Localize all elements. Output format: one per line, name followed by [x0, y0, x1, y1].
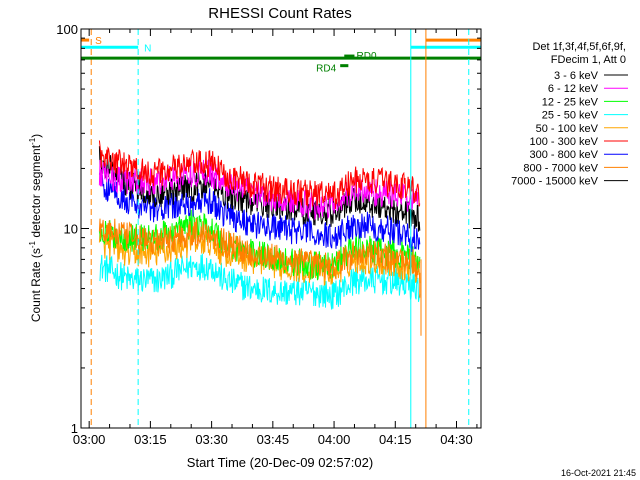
legend-header-line-2: FDecim 1, Att 0 — [551, 54, 626, 66]
y-tick-label: 10 — [64, 222, 78, 237]
x-tick-label: 03:15 — [134, 432, 167, 447]
annotation-n-label: N — [144, 43, 151, 54]
timestamp: 16-Oct-2021 21:45 — [561, 468, 636, 478]
x-tick-label: 04:00 — [318, 432, 351, 447]
y-axis-label-end: ) — [29, 134, 43, 138]
series-line-12-25-kev — [98, 209, 421, 281]
x-tick-label: 04:15 — [379, 432, 412, 447]
series-line-100-300-kev — [98, 140, 421, 210]
y-axis-label-main: Count Rate (s — [29, 248, 43, 322]
annotation-rd4-label: RD4 — [316, 64, 336, 75]
legend-label: 7000 - 15000 keV — [511, 176, 599, 188]
y-tick-label: 1 — [71, 421, 78, 436]
legend-header-line-1: Det 1f,3f,4f,5f,6f,9f, — [532, 41, 626, 53]
annotation-layer: S N RD0 RD4 — [81, 29, 481, 428]
annotation-s-label: S — [95, 36, 102, 47]
legend-label: 25 - 50 keV — [542, 110, 599, 122]
x-tick-label: 03:45 — [257, 432, 290, 447]
legend-label: 12 - 25 keV — [542, 96, 599, 108]
y-axis-label-mid: detector segment — [29, 144, 43, 241]
legend-label: 6 - 12 keV — [548, 83, 599, 95]
legend-label: 800 - 7000 keV — [523, 162, 598, 174]
x-tick-label: 03:30 — [195, 432, 228, 447]
legend-label: 300 - 800 keV — [530, 149, 599, 161]
series-line-800-7000-kev — [98, 217, 421, 280]
y-axis-label-sup1: -1 — [28, 240, 37, 248]
series-layer — [98, 140, 422, 336]
x-tick-label: 04:30 — [440, 432, 473, 447]
series-line-25-50-kev — [99, 253, 421, 310]
y-axis-label: Count Rate (s-1 detector segment-1) — [28, 134, 43, 322]
chart-title: RHESSI Count Rates — [208, 5, 351, 22]
y-axis-label-sup2: -1 — [28, 137, 37, 145]
legend-label: 100 - 300 keV — [530, 136, 599, 148]
y-tick-label: 100 — [56, 22, 78, 37]
legend-label: 3 - 6 keV — [554, 70, 599, 82]
axes-layer: 03:00 03:15 03:30 03:45 04:00 04:15 04:30 1 10 10… — [56, 22, 482, 447]
series-line-300-800-kev — [98, 170, 421, 252]
x-axis-label: Start Time (20-Dec-09 02:57:02) — [187, 455, 373, 470]
series-line-6-12-kev — [98, 159, 421, 221]
legend-label: 50 - 100 keV — [536, 123, 599, 135]
annotation-rd0-label: RD0 — [357, 51, 377, 62]
x-tick-label: 03:00 — [73, 432, 106, 447]
legend: Det 1f,3f,4f,5f,6f,9f, FDecim 1, Att 0 3… — [511, 41, 628, 188]
